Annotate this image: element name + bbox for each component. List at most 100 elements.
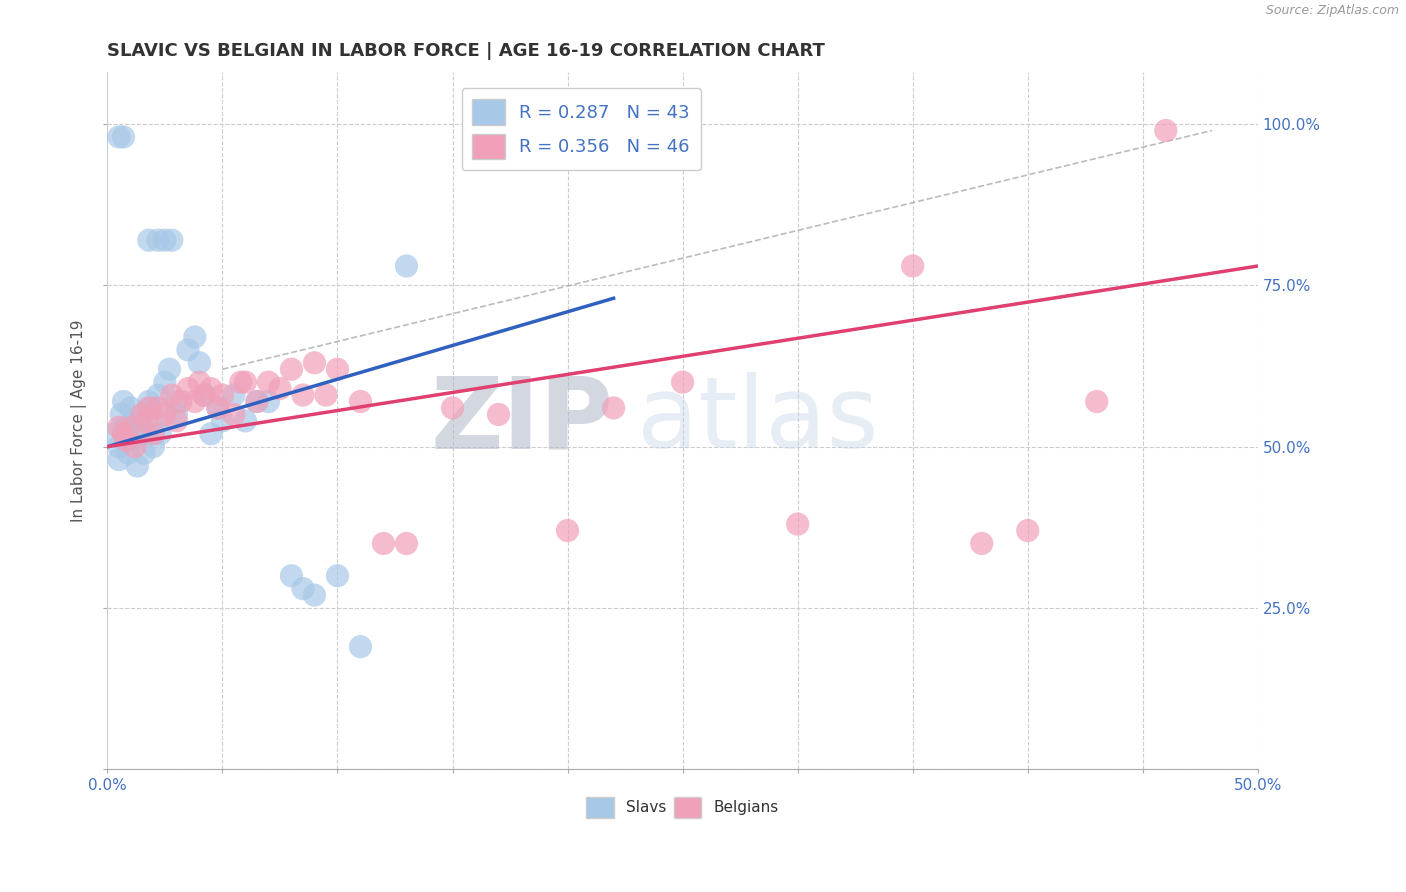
Point [786, 517, 808, 532]
Point [269, 382, 291, 396]
Point [146, 401, 169, 415]
Point [177, 382, 200, 396]
Point [112, 130, 135, 145]
Text: ZIP: ZIP [430, 372, 613, 469]
Point [441, 401, 464, 415]
Point [257, 394, 280, 409]
Point [257, 375, 280, 389]
Point [222, 388, 245, 402]
Point [1085, 394, 1108, 409]
Point [103, 426, 125, 441]
Point [557, 524, 579, 538]
Point [121, 414, 143, 428]
Point [188, 375, 211, 389]
Point [146, 388, 169, 402]
Point [1017, 524, 1039, 538]
Text: SLAVIC VS BELGIAN IN LABOR FORCE | AGE 16-19 CORRELATION CHART: SLAVIC VS BELGIAN IN LABOR FORCE | AGE 1… [107, 42, 825, 60]
Point [134, 446, 156, 460]
Point [602, 401, 624, 415]
Point [142, 440, 165, 454]
Point [291, 388, 314, 402]
Point [112, 394, 135, 409]
Point [211, 414, 233, 428]
Point [145, 414, 167, 428]
Text: Source: ZipAtlas.com: Source: ZipAtlas.com [1265, 4, 1399, 18]
Point [131, 408, 153, 422]
Point [120, 434, 142, 448]
Point [160, 388, 183, 402]
Point [970, 536, 993, 550]
Point [159, 362, 181, 376]
Point [235, 375, 257, 389]
Point [135, 414, 157, 428]
Point [114, 434, 136, 448]
Point [138, 233, 160, 247]
Point [1154, 123, 1177, 137]
Point [488, 408, 510, 422]
Point [246, 394, 269, 409]
Point [229, 375, 252, 389]
Point [207, 401, 229, 415]
Point [280, 568, 302, 582]
Point [149, 426, 172, 441]
Point [326, 362, 349, 376]
Point [671, 375, 693, 389]
Point [246, 394, 269, 409]
Point [222, 408, 245, 422]
Point [135, 426, 157, 441]
Point [120, 420, 142, 434]
Point [280, 362, 302, 376]
Point [395, 259, 418, 273]
Point [146, 233, 169, 247]
Point [142, 426, 165, 441]
Point [153, 233, 176, 247]
Point [207, 401, 229, 415]
Point [315, 388, 337, 402]
Point [211, 388, 233, 402]
Point [326, 568, 349, 582]
Point [165, 408, 187, 422]
Point [304, 588, 326, 602]
Point [153, 375, 176, 389]
Point [349, 394, 371, 409]
Point [120, 401, 142, 415]
Point [188, 356, 211, 370]
Point [200, 426, 222, 441]
Point [901, 259, 924, 273]
Point [110, 408, 132, 422]
Point [373, 536, 395, 550]
Point [127, 458, 149, 473]
Point [193, 388, 215, 402]
Point [108, 420, 131, 434]
Point [153, 408, 176, 422]
Point [108, 440, 131, 454]
Point [235, 414, 257, 428]
Point [138, 394, 160, 409]
Point [128, 420, 150, 434]
Point [184, 330, 207, 344]
Point [170, 394, 193, 409]
Point [131, 408, 153, 422]
Text: atlas: atlas [637, 372, 879, 469]
Point [112, 426, 135, 441]
Point [193, 388, 215, 402]
Point [184, 394, 207, 409]
Point [124, 440, 146, 454]
Point [138, 401, 160, 415]
Point [177, 343, 200, 357]
Point [114, 420, 136, 434]
Point [304, 356, 326, 370]
Y-axis label: In Labor Force | Age 16-19: In Labor Force | Age 16-19 [72, 319, 87, 522]
Point [349, 640, 371, 654]
Point [291, 582, 314, 596]
Point [165, 414, 187, 428]
Point [108, 452, 131, 467]
Point [165, 394, 187, 409]
Point [395, 536, 418, 550]
Point [200, 382, 222, 396]
Point [108, 130, 131, 145]
Legend: Slavs, Belgians: Slavs, Belgians [581, 790, 785, 824]
Point [139, 401, 162, 415]
Point [117, 446, 139, 460]
Point [124, 426, 146, 441]
